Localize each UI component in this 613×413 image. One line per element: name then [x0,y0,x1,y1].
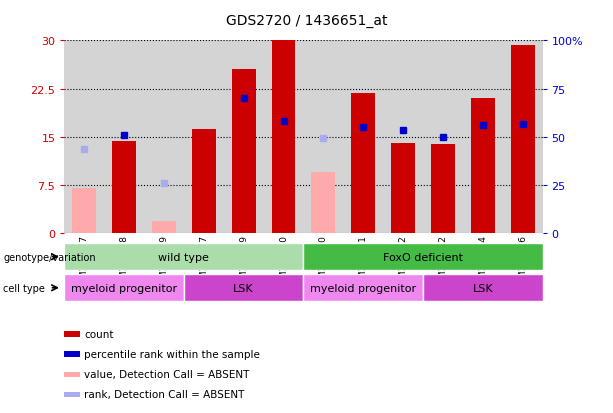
Text: LSK: LSK [234,283,254,293]
Text: cell type: cell type [3,283,45,293]
Bar [264,41,303,233]
Bar [72,188,96,233]
Bar [303,244,543,271]
Bar [343,41,383,233]
Bar [431,145,455,233]
Bar [303,41,343,233]
Bar [511,46,535,233]
Bar [64,332,80,337]
Text: LSK: LSK [473,283,493,293]
Bar [383,41,423,233]
Bar [192,130,216,233]
Bar [311,173,335,233]
Bar [391,144,415,233]
Bar [232,70,256,233]
Bar [463,41,503,233]
Text: myeloid progenitor: myeloid progenitor [71,283,177,293]
Text: count: count [85,330,114,339]
Bar [152,222,176,233]
Bar [423,275,543,301]
Bar [64,351,80,357]
Bar [184,275,303,301]
Text: GDS2720 / 1436651_at: GDS2720 / 1436651_at [226,14,387,28]
Bar [144,41,184,233]
Bar [64,41,104,233]
Bar [272,41,295,233]
Text: myeloid progenitor: myeloid progenitor [310,283,416,293]
Bar [503,41,543,233]
Bar [351,94,375,233]
Text: FoxO deficient: FoxO deficient [383,252,463,262]
Text: percentile rank within the sample: percentile rank within the sample [85,349,261,359]
Bar [423,41,463,233]
Bar [471,99,495,233]
Text: value, Detection Call = ABSENT: value, Detection Call = ABSENT [85,369,250,379]
Bar [64,244,303,271]
Text: rank, Detection Call = ABSENT: rank, Detection Call = ABSENT [85,389,245,399]
Bar [303,275,423,301]
Bar [184,41,224,233]
Bar [104,41,144,233]
Text: wild type: wild type [159,252,209,262]
Bar [224,41,264,233]
Bar [64,275,184,301]
Bar [112,141,136,233]
Bar [64,392,80,397]
Bar [64,372,80,377]
Text: genotype/variation: genotype/variation [3,252,96,262]
